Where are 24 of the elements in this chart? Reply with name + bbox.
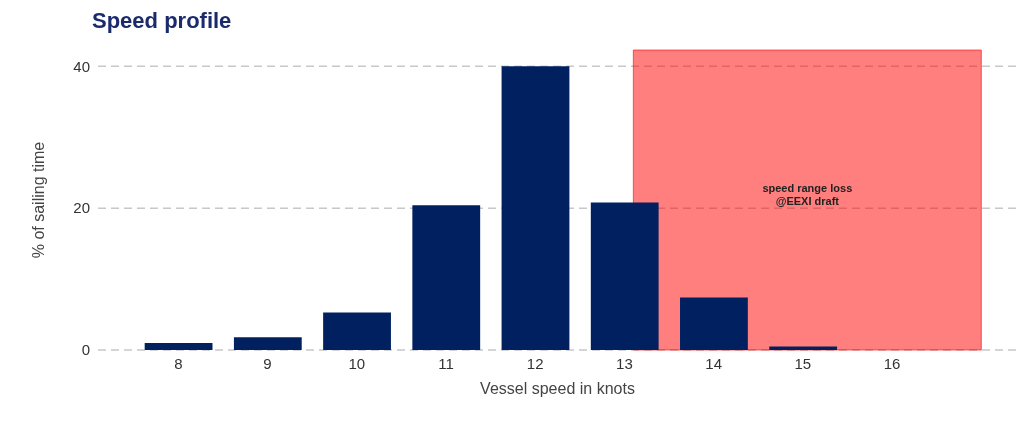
x-tick-label: 10 bbox=[348, 354, 366, 372]
bar bbox=[680, 297, 748, 350]
y-tick-label: 20 bbox=[73, 199, 90, 217]
bar bbox=[233, 337, 302, 350]
x-tick-label: 9 bbox=[263, 354, 272, 372]
x-tick-label: 15 bbox=[794, 354, 812, 372]
bar bbox=[412, 205, 481, 350]
bar bbox=[144, 342, 213, 350]
band-label: speed range loss @EEXI draft bbox=[762, 182, 853, 207]
x-tick-label: 11 bbox=[438, 354, 454, 372]
chart-title: Speed profile bbox=[92, 8, 233, 34]
bar bbox=[323, 312, 391, 350]
x-tick-label: 13 bbox=[616, 354, 633, 372]
y-axis-title: % of sailing time bbox=[29, 141, 47, 259]
bar bbox=[769, 346, 838, 350]
y-tick-label: 40 bbox=[73, 57, 90, 75]
y-tick-label: 0 bbox=[81, 341, 90, 359]
bar bbox=[501, 66, 570, 350]
bar bbox=[590, 202, 659, 350]
x-tick-label: 8 bbox=[174, 354, 183, 372]
x-axis-title: Vessel speed in knots bbox=[480, 380, 635, 397]
x-tick-label: 12 bbox=[526, 354, 544, 372]
x-tick-label: 16 bbox=[883, 354, 901, 372]
x-tick-label: 14 bbox=[705, 354, 722, 372]
